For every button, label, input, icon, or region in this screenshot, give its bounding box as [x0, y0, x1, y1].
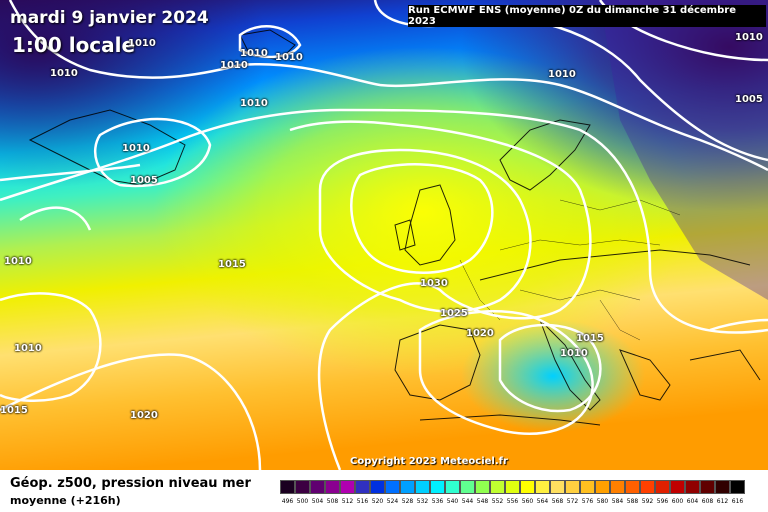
legend-label: 524 [386, 498, 399, 505]
legend-swatch [295, 480, 310, 494]
legend-label: 552 [491, 498, 504, 505]
isobar-label: 1010 [735, 32, 763, 43]
legend-swatch [655, 480, 670, 494]
legend-label: 592 [641, 498, 654, 505]
legend-swatch [325, 480, 340, 494]
legend-swatch [430, 480, 445, 494]
forecast-time: 1:00 locale [12, 33, 136, 57]
legend-label: 572 [566, 498, 579, 505]
legend-label: 500 [296, 498, 309, 505]
legend-label: 532 [416, 498, 429, 505]
legend-swatch [490, 480, 505, 494]
coastlines [28, 29, 761, 426]
legend-label: 536 [431, 498, 444, 505]
isobar-label: 1030 [420, 278, 448, 289]
isobar-label: 1020 [466, 328, 494, 339]
legend-label: 520 [371, 498, 384, 505]
legend-label: 616 [731, 498, 744, 505]
legend-label: 564 [536, 498, 549, 505]
legend-label: 544 [461, 498, 474, 505]
isobar-label: 1010 [275, 52, 303, 63]
isobar-label: 1010 [128, 38, 156, 49]
legend-swatch [355, 480, 370, 494]
legend-label: 604 [686, 498, 699, 505]
color-legend [280, 480, 745, 494]
legend-label: 512 [341, 498, 354, 505]
copyright: Copyright 2023 Meteociel.fr [350, 456, 508, 467]
legend-swatch [550, 480, 565, 494]
legend-label: 508 [326, 498, 339, 505]
legend-labels: 496 500 504 508 512 516 520 524 528 532 536 540 544 5… [280, 498, 745, 505]
legend-swatch [385, 480, 400, 494]
isobar-label: 1015 [218, 259, 246, 270]
forecast-date: mardi 9 janvier 2024 [10, 8, 209, 28]
parameter-title: Géop. z500, pression niveau mer [10, 476, 251, 491]
legend-swatch [625, 480, 640, 494]
legend-swatch [475, 480, 490, 494]
isobar-label: 1010 [240, 48, 268, 59]
legend-swatch [460, 480, 475, 494]
legend-label: 548 [476, 498, 489, 505]
legend-swatch [565, 480, 580, 494]
legend-label: 596 [656, 498, 669, 505]
legend-swatch [670, 480, 685, 494]
legend-swatch [700, 480, 715, 494]
legend-swatch [340, 480, 355, 494]
legend-swatch [370, 480, 385, 494]
legend-swatch [730, 480, 745, 494]
legend-label: 528 [401, 498, 414, 505]
isobar-label: 1015 [0, 405, 28, 416]
legend-swatch [415, 480, 430, 494]
legend-label: 584 [611, 498, 624, 505]
legend-label: 580 [596, 498, 609, 505]
legend-swatch [445, 480, 460, 494]
isobar-label: 1010 [14, 343, 42, 354]
map-footer: Géop. z500, pression niveau mer moyenne … [0, 470, 768, 512]
legend-label: 608 [701, 498, 714, 505]
isobar-label: 1010 [220, 60, 248, 71]
legend-swatch [505, 480, 520, 494]
legend-label: 588 [626, 498, 639, 505]
parameter-subtitle: moyenne (+216h) [10, 494, 121, 507]
legend-label: 576 [581, 498, 594, 505]
legend-swatch [640, 480, 655, 494]
isobar-label: 1020 [130, 410, 158, 421]
legend-label: 568 [551, 498, 564, 505]
legend-label: 612 [716, 498, 729, 505]
isobar-label: 1005 [130, 175, 158, 186]
isobar-label: 1010 [50, 68, 78, 79]
legend-swatch [400, 480, 415, 494]
isobar-label: 1015 [576, 333, 604, 344]
legend-label: 556 [506, 498, 519, 505]
legend-swatch [520, 480, 535, 494]
isobar-label: 1025 [440, 308, 468, 319]
isobar-label: 1010 [122, 143, 150, 154]
legend-swatch [310, 480, 325, 494]
isobar-label: 1005 [735, 94, 763, 105]
borders [459, 199, 681, 341]
geopotential-field [0, 0, 768, 471]
isobar-label: 1010 [4, 256, 32, 267]
legend-label: 540 [446, 498, 459, 505]
isobars [0, 0, 768, 470]
isobar-label: 1010 [560, 348, 588, 359]
legend-swatch [595, 480, 610, 494]
legend-swatch [610, 480, 625, 494]
legend-label: 560 [521, 498, 534, 505]
weather-map: mardi 9 janvier 2024 1:00 locale Run ECM… [0, 0, 768, 471]
legend-swatch [280, 480, 295, 494]
legend-label: 516 [356, 498, 369, 505]
legend-label: 496 [281, 498, 294, 505]
legend-swatch [685, 480, 700, 494]
legend-swatch [580, 480, 595, 494]
legend-label: 504 [311, 498, 324, 505]
legend-swatch [535, 480, 550, 494]
run-info: Run ECMWF ENS (moyenne) 0Z du dimanche 3… [408, 5, 766, 27]
isobar-label: 1010 [240, 98, 268, 109]
isobar-label: 1010 [548, 69, 576, 80]
legend-swatch [715, 480, 730, 494]
legend-label: 600 [671, 498, 684, 505]
